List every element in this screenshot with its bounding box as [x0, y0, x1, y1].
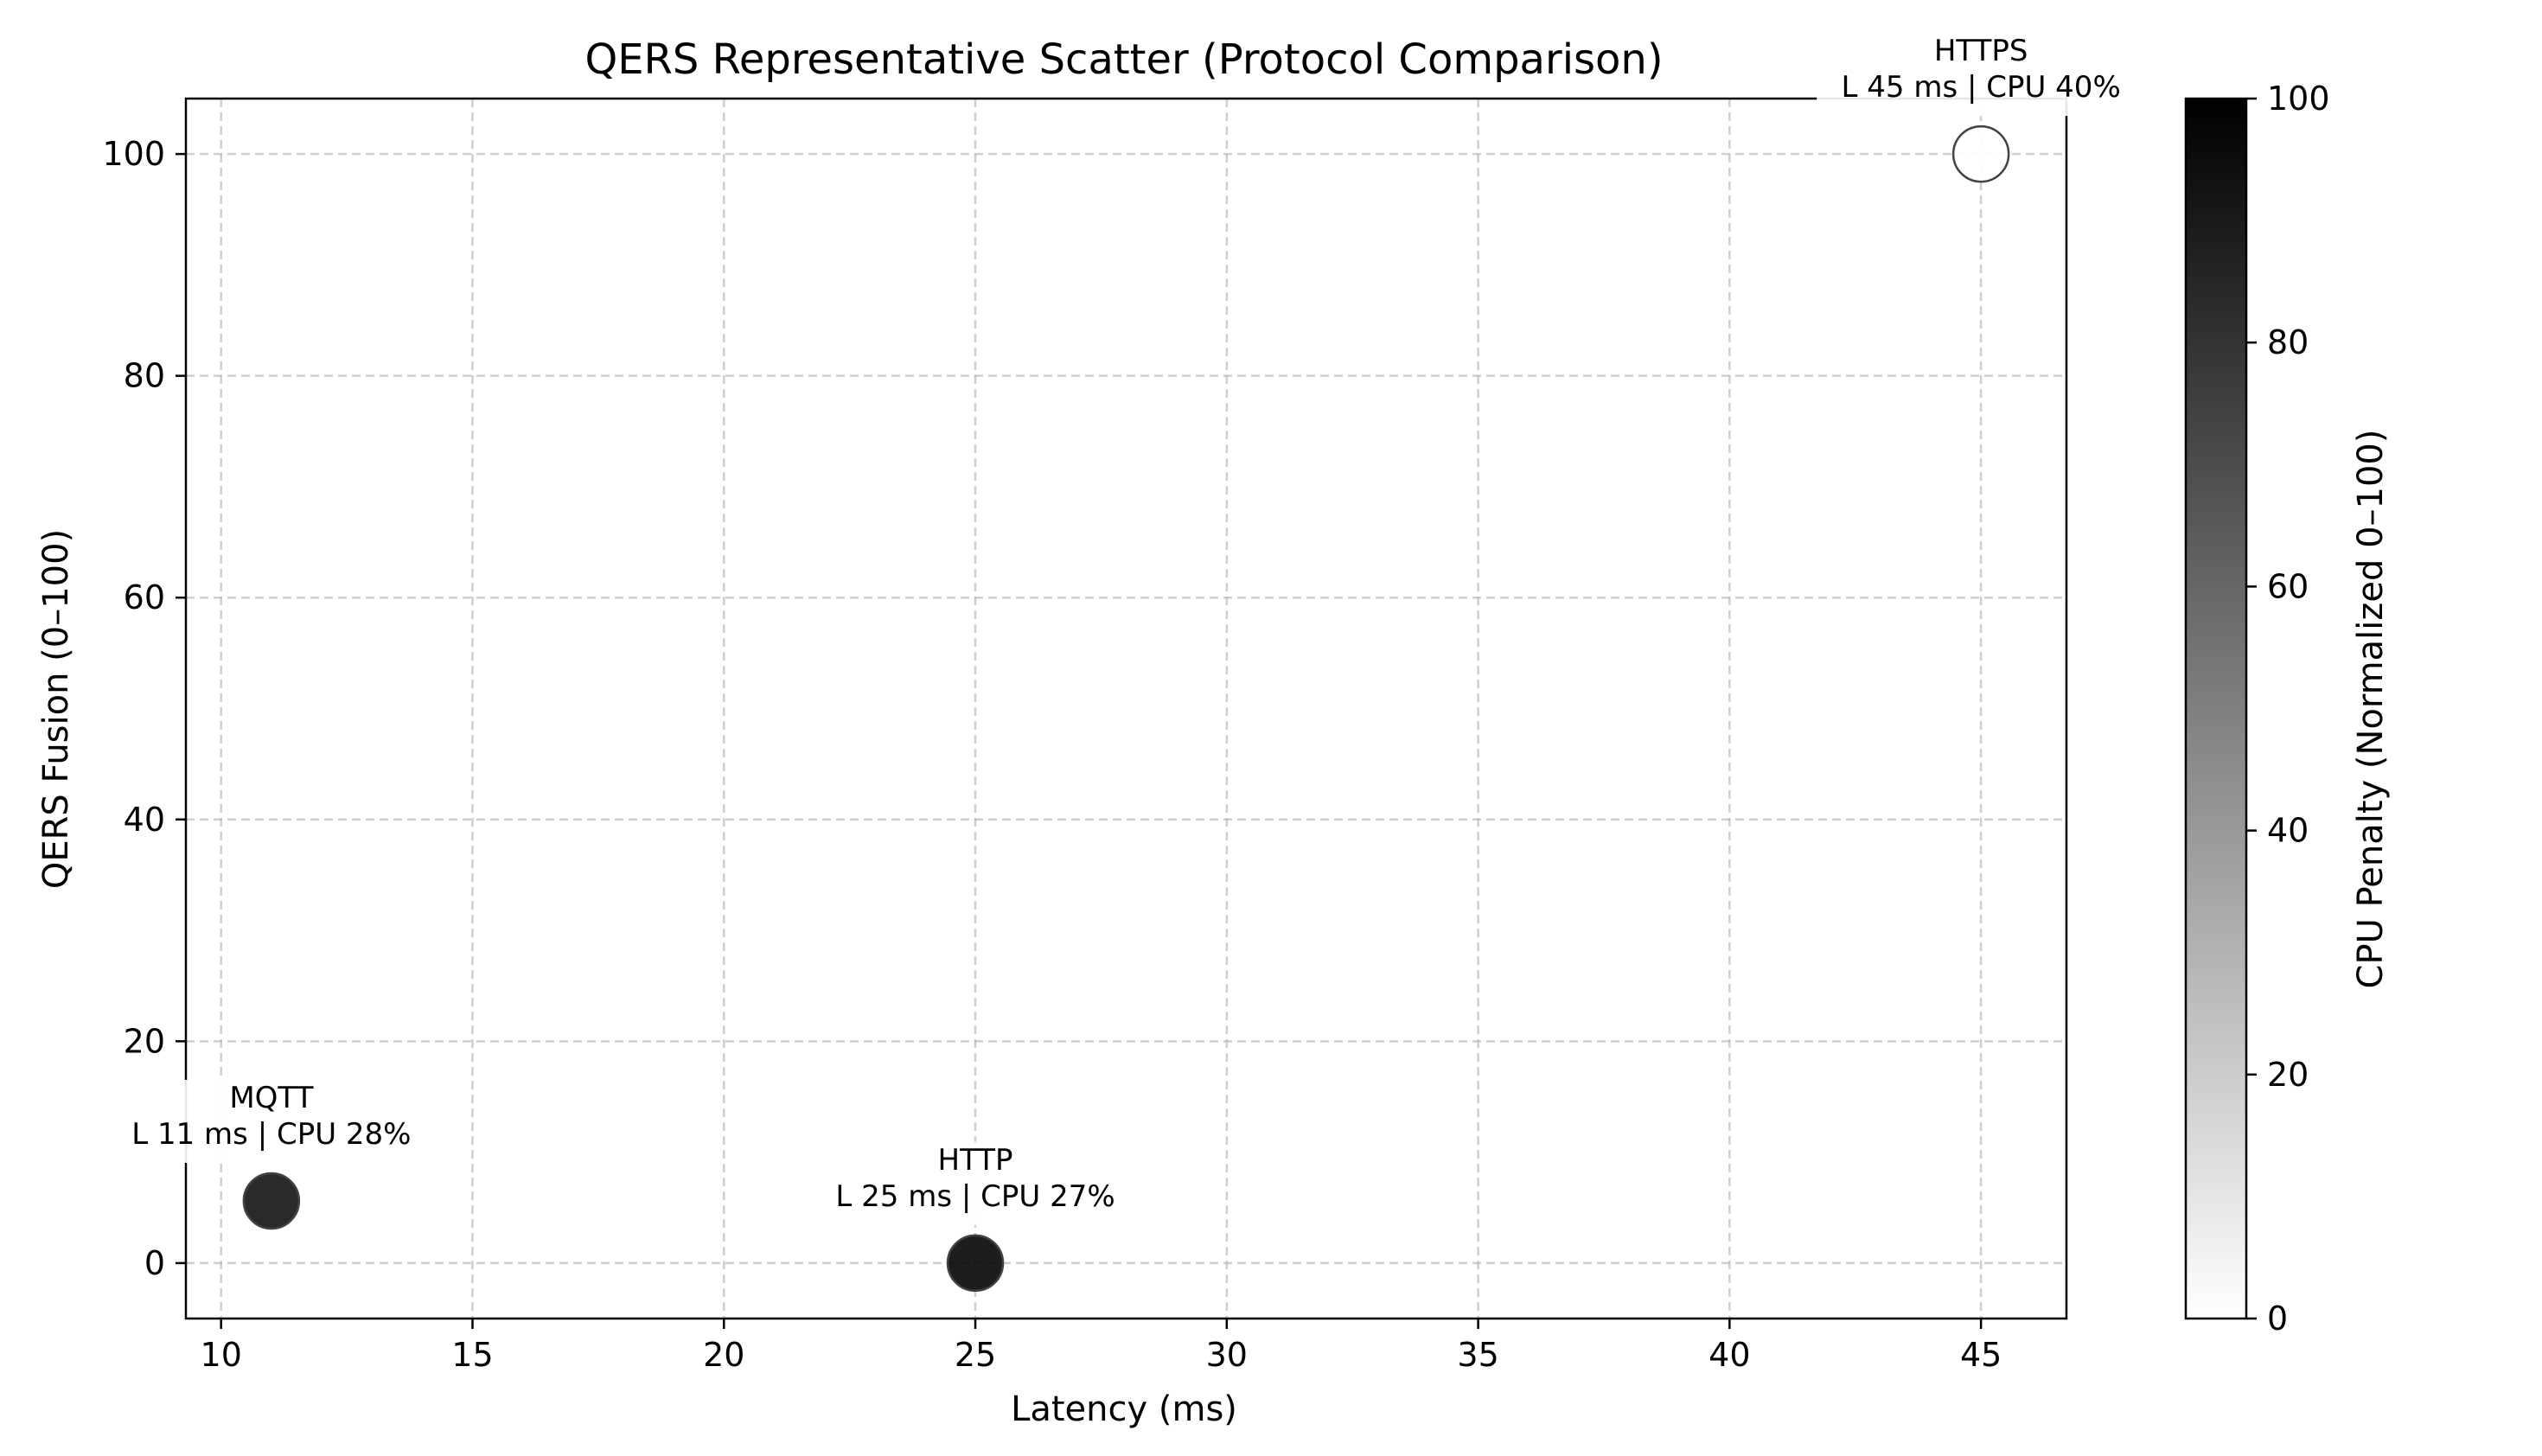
colorbar-label: CPU Penalty (Normalized 0–100) [2351, 430, 2391, 989]
grid-layer [186, 99, 2066, 1319]
colorbar [2184, 97, 2248, 1320]
point-annotation: L 25 ms | CPU 27% [835, 1179, 1115, 1214]
x-tick-label: 10 [201, 1336, 242, 1374]
y-tick-label: 100 [102, 135, 165, 173]
colorbar-tick-label: 0 [2267, 1300, 2288, 1338]
colorbar-ticks: 0 20 40 60 80 100 [2246, 80, 2330, 1338]
x-axis-ticks: 10 15 20 25 30 35 40 45 [201, 1319, 2002, 1374]
x-tick-label: 45 [1960, 1336, 2002, 1374]
point-annotation: L 45 ms | CPU 40% [1842, 70, 2121, 105]
x-tick-label: 40 [1709, 1336, 1750, 1374]
colorbar-tick-label: 100 [2267, 80, 2330, 118]
x-axis-label: Latency (ms) [1011, 1389, 1237, 1429]
scatter-point-http [946, 1234, 1005, 1293]
x-tick-label: 25 [955, 1336, 996, 1374]
y-tick-label: 40 [124, 801, 165, 839]
x-tick-label: 30 [1206, 1336, 1248, 1374]
point-label: HTTPS [1934, 34, 2028, 68]
y-axis-ticks: 0 20 40 60 80 100 [102, 135, 186, 1282]
chart-title: QERS Representative Scatter (Protocol Co… [584, 35, 1663, 84]
y-tick-label: 60 [124, 578, 165, 616]
y-tick-label: 80 [124, 357, 165, 395]
scatter-point-mqtt [242, 1172, 301, 1230]
colorbar-tick-label: 60 [2267, 567, 2309, 605]
x-tick-label: 20 [703, 1336, 744, 1374]
y-tick-label: 20 [124, 1022, 165, 1060]
points-layer [242, 125, 2010, 1293]
annotation-box [1817, 33, 2146, 117]
x-tick-label: 35 [1457, 1336, 1498, 1374]
plot-area-frame [184, 97, 2068, 1320]
point-annotation: L 11 ms | CPU 28% [131, 1117, 411, 1152]
colorbar-tick-label: 80 [2267, 323, 2309, 361]
colorbar-tick-label: 20 [2267, 1056, 2309, 1094]
x-tick-label: 15 [451, 1336, 493, 1374]
y-axis-label: QERS Fusion (0–100) [36, 529, 76, 889]
y-tick-label: 0 [144, 1244, 165, 1282]
point-label: MQTT [229, 1081, 313, 1115]
annotation-box [106, 1080, 436, 1164]
scatter-point-https [1951, 125, 2010, 183]
colorbar-tick-label: 40 [2267, 812, 2309, 850]
point-label: HTTP [938, 1143, 1013, 1178]
axes-frame [184, 97, 2068, 1320]
annotation-box [811, 1141, 1140, 1225]
